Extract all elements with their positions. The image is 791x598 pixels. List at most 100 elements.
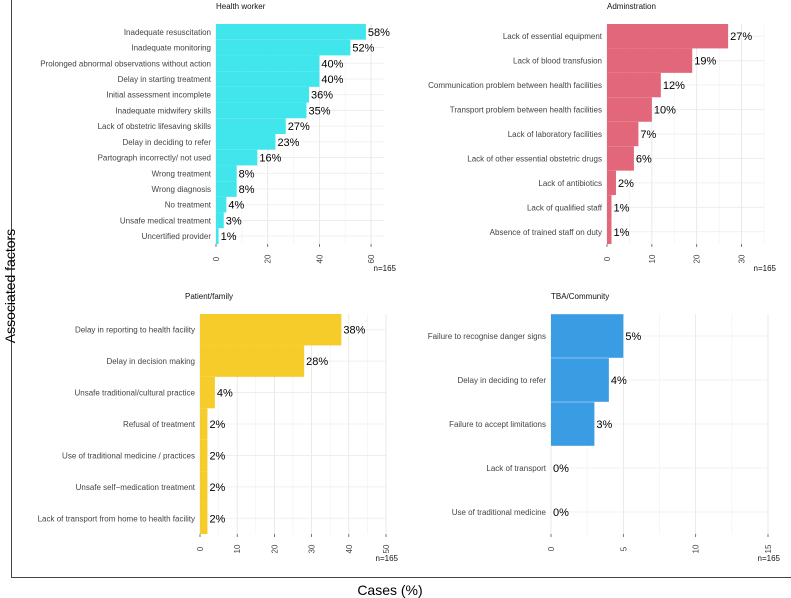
panel-3-bar — [200, 345, 305, 377]
panel-4-category-label: Failure to recognise danger signs — [428, 332, 546, 341]
panel-3-category-label: Delay in reporting to health facility — [75, 326, 195, 335]
panel-1-value-label: 16% — [259, 153, 281, 165]
panel-4-title: TBA/Community — [551, 292, 609, 301]
panel-1-value-label: 36% — [311, 90, 333, 102]
panel-1-bar — [216, 118, 286, 134]
panel-2-bar — [607, 48, 693, 73]
panel-1-value-label: 27% — [288, 121, 310, 133]
panel-3-tick-label: 40 — [345, 544, 354, 553]
panel-3-value-label: 2% — [209, 513, 225, 525]
panel-1-value-label: 8% — [239, 168, 255, 180]
x-axis-label: Cases (%) — [357, 582, 423, 598]
panel-1-value-label: 1% — [221, 231, 237, 243]
panel-1-bar — [216, 228, 219, 244]
panel-3-value-label: 28% — [306, 356, 328, 368]
panel-2-bar — [607, 72, 661, 98]
panel-1-category-label: Unsafe medical treatment — [120, 216, 212, 225]
panel-2-tick-label: 30 — [738, 254, 747, 263]
panel-4-bar — [551, 314, 624, 358]
panel-3-value-label: 2% — [209, 450, 225, 462]
panel-2-bar — [607, 195, 612, 220]
panel-4-value-label: 4% — [611, 375, 627, 387]
panel-2-bar — [607, 146, 634, 171]
panel-3-tick-label: 0 — [196, 546, 205, 551]
panel-4-value-label: 0% — [553, 507, 569, 519]
panel-1-category-label: No treatment — [165, 201, 212, 210]
panel-4-value-label: 5% — [625, 331, 641, 343]
panel-3-tick-label: 30 — [308, 544, 317, 553]
panel-1-value-label: 3% — [226, 215, 242, 227]
panel-1-bar — [216, 212, 224, 229]
panel-3-category-label: Refusal of treatment — [123, 420, 196, 429]
panel-3-category-label: Lack of transport from home to health fa… — [38, 514, 195, 523]
panel-1-bar — [216, 134, 276, 150]
panel-3-value-label: 2% — [209, 482, 225, 494]
panel-1-bar — [216, 71, 320, 87]
panel-1-category-label: Wrong diagnosis — [152, 185, 211, 194]
panel-4-category-label: Use of traditional medicine — [452, 508, 547, 517]
panel-1-tick-label: 60 — [367, 254, 376, 263]
panel-1-bar — [216, 102, 307, 119]
panel-3-sample-size-note: n=165 — [376, 554, 399, 563]
panel-1-category-label: Delay in deciding to refer — [123, 138, 212, 147]
panel-4-tick-label: 5 — [619, 546, 628, 551]
panel-4-category-label: Failure to accept limitations — [449, 420, 546, 429]
panel-2-category-label: Absence of trained staff on duty — [490, 228, 602, 237]
panel-2-value-label: 2% — [618, 178, 634, 190]
panel-1-category-label: Wrong treatment — [152, 169, 212, 178]
panel-1-sample-size-note: n=165 — [374, 264, 397, 273]
panel-2-value-label: 7% — [640, 129, 656, 141]
panel-2-value-label: 12% — [663, 80, 685, 92]
panel-1-category-label: Inadequate resuscitation — [124, 28, 211, 37]
panel-3-value-label: 38% — [343, 325, 365, 337]
panel-3-category-label: Use of traditional medicine / practices — [62, 451, 195, 460]
panel-2-bar — [607, 97, 652, 122]
panel-1-bar — [216, 39, 351, 56]
panel-1-category-label: Inadequate monitoring — [131, 44, 211, 53]
panel-2-bar — [607, 170, 616, 196]
panel-1-bar — [216, 181, 237, 197]
panel-4-value-label: 0% — [553, 463, 569, 475]
panel-1-category-label: Inadequate midwifery skills — [115, 106, 211, 115]
panel-1-bar — [216, 196, 227, 213]
panel-4-tick-label: 0 — [547, 546, 556, 551]
panel-3-category-label: Unsafe traditional/cultural practice — [74, 389, 195, 398]
panel-2-bar — [607, 121, 639, 147]
panel-2-category-label: Transport problem between health facilit… — [450, 106, 602, 115]
panel-2-category-label: Lack of essential equipment — [503, 32, 603, 41]
panel-1-value-label: 40% — [321, 74, 343, 86]
panel-3-title: Patient/family — [185, 292, 233, 301]
panel-1-bar — [216, 55, 320, 72]
panel-2-tick-label: 0 — [603, 256, 612, 261]
panel-2-category-label: Lack of qualified staff — [527, 203, 603, 212]
panel-2-bar — [607, 24, 729, 49]
panel-4-bar — [551, 358, 609, 402]
panel-2-value-label: 10% — [654, 105, 676, 117]
panel-1-category-label: Prolonged abnormal observations without … — [40, 59, 211, 68]
panel-2-value-label: 27% — [730, 31, 752, 43]
panel-3-bar — [200, 471, 208, 503]
panel-1-value-label: 4% — [228, 200, 244, 212]
panel-3-bar — [200, 376, 215, 409]
panel-1-category-label: Lack of obstetric lifesaving skills — [98, 122, 211, 131]
panel-2-category-label: Lack of antibiotics — [538, 179, 602, 188]
panel-1-bar — [216, 86, 310, 103]
panel-3-tick-label: 50 — [382, 544, 391, 553]
panel-2-category-label: Lack of other essential obstetric drugs — [467, 154, 602, 163]
panel-2-title: Adminstration — [607, 2, 656, 11]
panel-2-sample-size-note: n=165 — [754, 264, 777, 273]
panel-2-category-label: Communication problem between health fac… — [428, 81, 602, 90]
panel-4-bar — [551, 402, 595, 446]
panel-1-value-label: 23% — [277, 137, 299, 149]
panel-1-category-label: Partograph incorrectly/ not used — [98, 154, 211, 163]
panel-3-value-label: 4% — [217, 388, 233, 400]
panel-1-value-label: 8% — [239, 184, 255, 196]
panel-1-title: Health worker — [216, 2, 266, 11]
panel-4-tick-label: 10 — [692, 544, 701, 553]
panel-2-value-label: 1% — [613, 227, 629, 239]
panel-1-tick-label: 20 — [264, 254, 273, 263]
panel-1-bar — [216, 149, 258, 166]
panel-4-tick-label: 15 — [764, 544, 773, 553]
panel-2-tick-label: 10 — [648, 254, 657, 263]
